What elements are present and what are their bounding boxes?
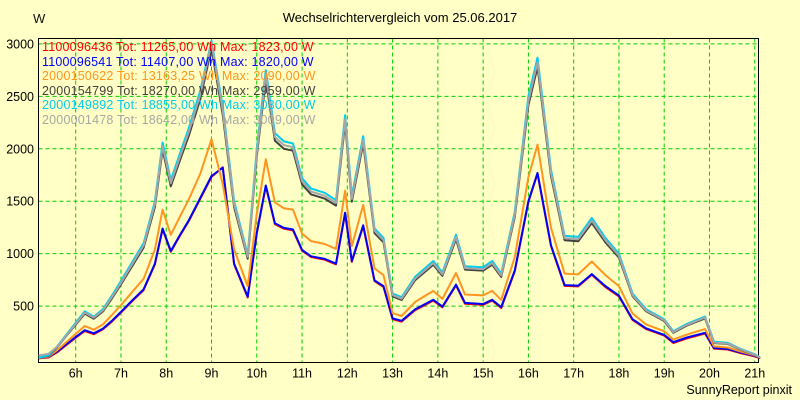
legend-item-inverter-2: 1100096541 Tot: 11407,00 Wh Max: 1820,00… <box>42 54 314 69</box>
series-line-1100096541 <box>38 166 761 360</box>
y-tick-label: 1000 <box>6 247 34 261</box>
x-tick-label: 10h <box>246 367 267 381</box>
y-tick-label: 3000 <box>6 37 34 51</box>
legend-item-inverter-4: 2000154799 Tot: 18270,00 Wh Max: 2959,00… <box>42 83 316 98</box>
x-tick-label: 6h <box>69 367 83 381</box>
y-tick-label: 2000 <box>6 142 34 156</box>
x-tick-label: 16h <box>518 367 539 381</box>
x-tick-label: 18h <box>609 367 630 381</box>
series-line-2000150622 <box>38 138 761 359</box>
credit-text: SunnyReport pinxit <box>686 383 792 397</box>
y-tick-label: 2500 <box>6 90 34 104</box>
plot-border <box>38 38 759 363</box>
x-tick-label: 7h <box>114 367 128 381</box>
x-tick-label: 11h <box>292 367 312 381</box>
legend-item-inverter-1: 1100096436 Tot: 11265,00 Wh Max: 1823,00… <box>42 40 314 54</box>
x-tick-label: 20h <box>699 367 720 381</box>
y-axis-unit-label: W <box>33 11 46 26</box>
x-tick-label: 17h <box>563 367 584 381</box>
x-tick-label: 12h <box>337 367 358 381</box>
x-tick-label: 8h <box>159 367 173 381</box>
legend-item-inverter-5: 2000149892 Tot: 18855,00 Wh Max: 3030,00… <box>42 98 316 113</box>
x-tick-label: 9h <box>205 367 219 381</box>
chart-title: Wechselrichtervergleich vom 25.06.2017 <box>282 10 518 25</box>
x-tick-label: 19h <box>654 367 675 381</box>
legend-item-inverter-3: 2000150622 Tot: 13163,25 Wh Max: 2090,00… <box>42 69 316 84</box>
x-tick-label: 13h <box>382 367 403 381</box>
y-tick-label: 500 <box>13 300 34 314</box>
legend-item-inverter-6: 2000001478 Tot: 18642,00 Wh Max: 3009,00… <box>42 112 316 127</box>
legend: 1100096436 Tot: 11265,00 Wh Max: 1823,00… <box>42 40 316 128</box>
x-tick-label: 15h <box>473 367 494 381</box>
series-line-2000001478 <box>38 42 761 359</box>
x-tick-label: 21h <box>744 367 765 381</box>
x-tick-label: 14h <box>427 367 448 381</box>
y-tick-label: 1500 <box>6 195 34 209</box>
